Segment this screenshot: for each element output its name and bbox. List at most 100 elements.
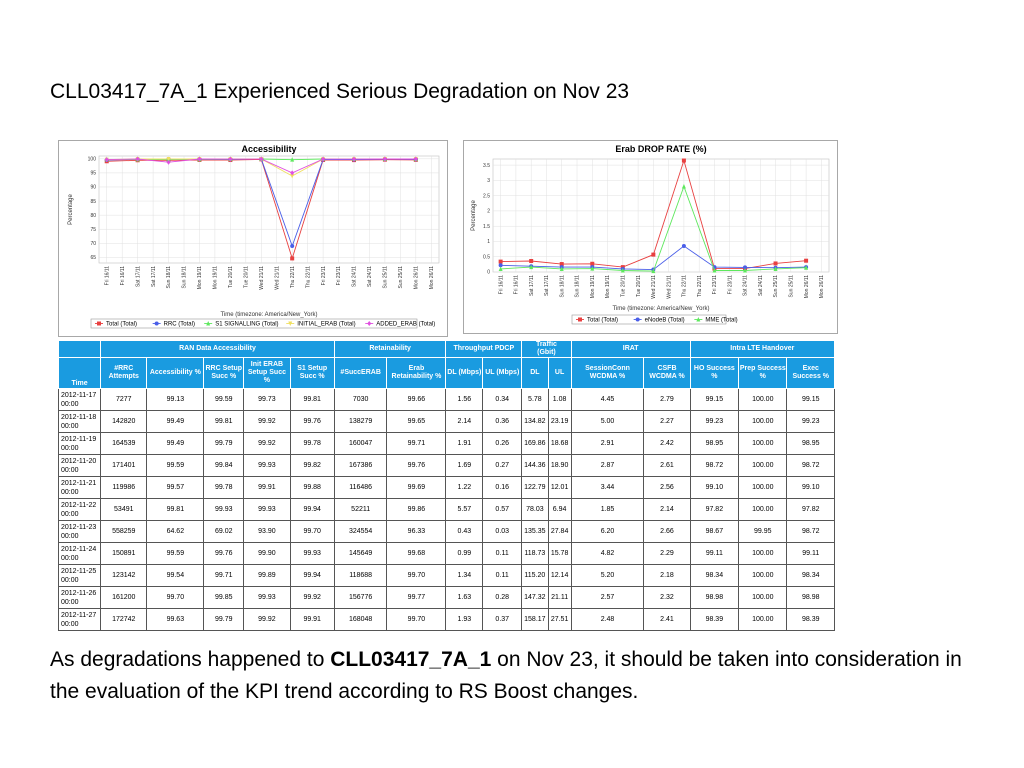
data-point bbox=[773, 261, 778, 266]
table-cell: 4.82 bbox=[570, 542, 645, 565]
time-cell: 2012-11-18 00:00 bbox=[57, 410, 102, 433]
x-tick-label: Fri 23/11 bbox=[727, 275, 733, 295]
table-cell: 2.32 bbox=[643, 586, 691, 609]
data-point bbox=[197, 156, 202, 162]
table-cell: 1.22 bbox=[445, 476, 484, 499]
accessibility-chart-svg: Accessibility 100 95 90 85 80 75 70 65 Fri 16/11 F… bbox=[68, 144, 440, 329]
chart-legend: Total (Total) RRC (Total) S1 SIGNALLING (T… bbox=[90, 318, 435, 329]
data-point bbox=[382, 156, 387, 162]
table-row: 2012-11-17 00:00 7277 99.13 99.59 99.73 99.81… bbox=[57, 388, 835, 411]
time-cell: 2012-11-21 00:00 bbox=[57, 476, 102, 499]
table-cell: 158.17 bbox=[521, 608, 549, 631]
x-tick-label: Mon 26/11 bbox=[414, 266, 420, 289]
table-cell: 2.18 bbox=[643, 564, 691, 587]
legend-marker bbox=[288, 321, 293, 326]
table-cell: 1.34 bbox=[445, 564, 484, 587]
column-header: CSFB WCDMA % bbox=[643, 357, 691, 389]
table-cell: 2.48 bbox=[570, 608, 645, 631]
table-cell: 0.27 bbox=[482, 454, 523, 477]
table-cell: 144.36 bbox=[521, 454, 549, 477]
table-cell: 118.73 bbox=[521, 542, 549, 565]
legend-marker bbox=[97, 321, 101, 326]
table-cell: 99.66 bbox=[386, 388, 447, 411]
table-cell: 123142 bbox=[100, 564, 148, 587]
time-cell: 2012-11-22 00:00 bbox=[57, 498, 102, 521]
table-cell: 5.20 bbox=[570, 564, 645, 587]
table-cell: 99.70 bbox=[386, 564, 447, 587]
table-cell: 0.34 bbox=[482, 388, 523, 411]
erab-drop-rate-chart-svg: Erab DROP RATE (%) 3.5 3 2.5 2 1.5 1 0.5 0 Fri 16… bbox=[471, 144, 830, 325]
table-cell: 100.00 bbox=[738, 564, 788, 587]
legend-marker bbox=[578, 317, 582, 322]
group-header-throughput: Throughput PDCP bbox=[445, 340, 523, 358]
table-cell: 115.20 bbox=[521, 564, 549, 587]
chart-title: Erab DROP RATE (%) bbox=[615, 144, 706, 154]
table-cell: 6.94 bbox=[547, 498, 572, 521]
conclusion-text: As degradations happened to CLL03417_7A_… bbox=[50, 644, 980, 708]
column-header: DL (Mbps) bbox=[445, 357, 484, 389]
accessibility-chart: Accessibility 100 95 90 85 80 75 70 65 Fri 16/11 F… bbox=[58, 140, 448, 337]
data-point bbox=[559, 266, 564, 271]
table-row: 2012-11-26 00:00 161200 99.70 99.85 99.93 99.… bbox=[57, 586, 835, 609]
y-tick-label: 2.5 bbox=[483, 193, 490, 199]
legend-label: INITIAL_ERAB (Total) bbox=[297, 322, 355, 328]
table-cell: 142820 bbox=[100, 410, 148, 433]
table-cell: 2.61 bbox=[643, 454, 691, 477]
table-cell: 98.95 bbox=[786, 432, 835, 455]
table-cell: 98.95 bbox=[689, 432, 740, 455]
table-cell: 69.02 bbox=[203, 520, 245, 543]
x-tick-label: Mon 26/11 bbox=[429, 266, 435, 289]
group-header-blank bbox=[57, 340, 102, 358]
x-tick-label: Thu 22/11 bbox=[290, 266, 296, 288]
legend-marker bbox=[154, 321, 159, 326]
table-cell: 99.59 bbox=[146, 542, 205, 565]
table-cell: 2.87 bbox=[570, 454, 645, 477]
x-tick-label: Tue 20/11 bbox=[621, 275, 627, 297]
table-cell: 98.98 bbox=[786, 586, 835, 609]
y-axis-label: Percentage bbox=[68, 194, 74, 225]
time-cell: 2012-11-19 00:00 bbox=[57, 432, 102, 455]
table-cell: 98.34 bbox=[786, 564, 835, 587]
table-cell: 150891 bbox=[100, 542, 148, 565]
data-point bbox=[773, 266, 778, 271]
data-point bbox=[166, 159, 171, 165]
legend-label: RRC (Total) bbox=[164, 322, 195, 328]
table-cell: 100.00 bbox=[738, 498, 788, 521]
legend-label: S1 SIGNALLING (Total) bbox=[215, 322, 278, 328]
legend-label: Total (Total) bbox=[106, 322, 137, 328]
table-cell: 99.70 bbox=[386, 608, 447, 631]
y-tick-label: 100 bbox=[88, 157, 97, 163]
column-header: #SuccERAB bbox=[333, 357, 388, 389]
table-column-header-row: Time #RRC Attempts Accessibility % RRC Setu… bbox=[57, 357, 835, 389]
data-point bbox=[529, 259, 534, 264]
y-tick-label: 3 bbox=[487, 178, 490, 184]
table-cell: 99.77 bbox=[386, 586, 447, 609]
table-cell: 99.70 bbox=[289, 520, 335, 543]
table-cell: 99.89 bbox=[243, 564, 291, 587]
y-tick-label: 85 bbox=[90, 199, 96, 205]
table-cell: 116486 bbox=[333, 476, 388, 499]
time-cell: 2012-11-26 00:00 bbox=[57, 586, 102, 609]
table-cell: 1.93 bbox=[445, 608, 484, 631]
x-axis-label: Time (timezone: America/New_York) bbox=[613, 306, 710, 312]
x-tick-label: Wed 21/11 bbox=[259, 266, 265, 290]
table-cell: 99.93 bbox=[243, 454, 291, 477]
table-cell: 99.10 bbox=[689, 476, 740, 499]
data-point bbox=[743, 267, 747, 273]
table-cell: 2.66 bbox=[643, 520, 691, 543]
table-cell: 156776 bbox=[333, 586, 388, 609]
table-cell: 99.91 bbox=[289, 608, 335, 631]
table-cell: 52211 bbox=[333, 498, 388, 521]
data-point bbox=[804, 258, 809, 263]
y-tick-label: 2 bbox=[487, 209, 490, 215]
table-cell: 7030 bbox=[333, 388, 388, 411]
table-cell: 99.92 bbox=[243, 410, 291, 433]
table-cell: 5.57 bbox=[445, 498, 484, 521]
time-cell: 2012-11-24 00:00 bbox=[57, 542, 102, 565]
table-cell: 171401 bbox=[100, 454, 148, 477]
data-point bbox=[559, 262, 564, 267]
table-cell: 99.93 bbox=[243, 498, 291, 521]
conclusion-text-part1: As degradations happened to bbox=[50, 648, 331, 671]
x-tick-label: Mon 19/11 bbox=[213, 266, 219, 289]
table-cell: 100.00 bbox=[738, 586, 788, 609]
